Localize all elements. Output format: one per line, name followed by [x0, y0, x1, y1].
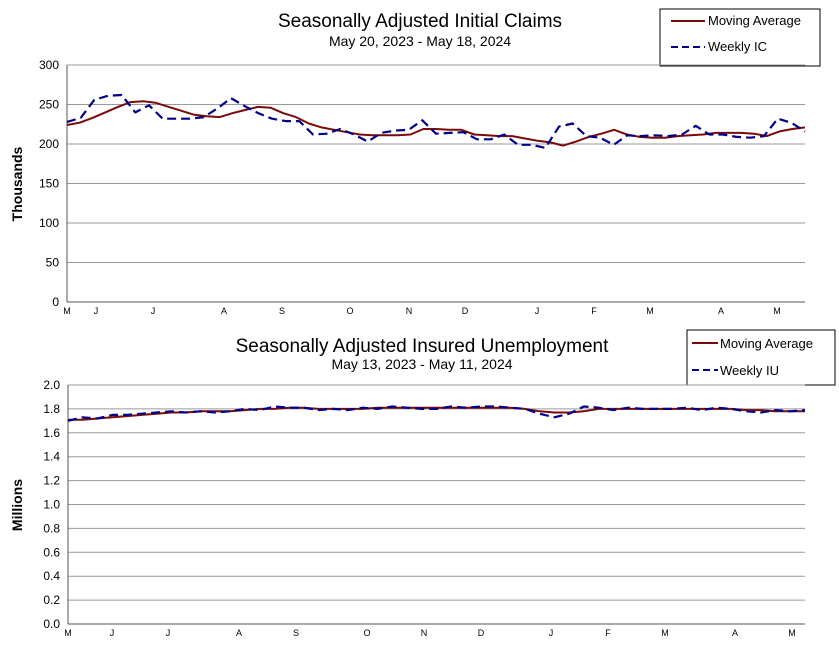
chart-title: Seasonally Adjusted Insured Unemployment [236, 336, 610, 357]
x-tick-label: S [279, 306, 285, 316]
y-tick-label: 250 [39, 98, 59, 112]
x-tick-label: M [646, 306, 654, 316]
plot-area: 0.0 0.2 0.4 0.6 0.8 1.0 1.2 1.4 1.6 1.8 2.0 M J J A S O N… [43, 378, 806, 638]
chart-subtitle: May 20, 2023 - May 18, 2024 [329, 33, 511, 49]
x-tick-label: F [605, 628, 611, 638]
x-tick-label: M [63, 306, 71, 316]
x-tick-label: M [773, 306, 781, 316]
x-tick-label: J [151, 306, 156, 316]
y-tick-label: 100 [39, 216, 59, 230]
x-tick-label: D [478, 628, 485, 638]
y-tick-label: 1.6 [43, 426, 60, 440]
y-axis-label: Thousands [9, 146, 25, 221]
series-line-weekly [67, 405, 806, 422]
x-tick-label: M [64, 628, 72, 638]
chart-subtitle: May 13, 2023 - May 11, 2024 [331, 356, 512, 372]
legend-weekly-label: Weekly IU [720, 363, 779, 378]
x-tick-label: A [221, 306, 227, 316]
x-tick-label: J [166, 628, 171, 638]
y-tick-label: 2.0 [43, 378, 60, 392]
y-tick-label: 0.4 [43, 569, 60, 583]
y-tick-label: 150 [39, 177, 59, 191]
x-tick-label: D [462, 306, 469, 316]
y-tick-label: 0.2 [43, 593, 60, 607]
x-tick-label: J [94, 306, 99, 316]
series-line-weekly [66, 93, 806, 149]
x-tick-label: M [788, 628, 796, 638]
y-axis-label: Millions [9, 479, 25, 531]
x-tick-label: O [363, 628, 370, 638]
legend-weekly-label: Weekly IC [708, 39, 767, 54]
x-tick-label: N [421, 628, 428, 638]
x-tick-label: A [718, 306, 724, 316]
plot-area: 0 50 100 150 200 250 300 M J J A S O N D J F M A M [39, 58, 806, 316]
insured-unemployment-chart: Seasonally Adjusted Insured Unemployment… [0, 325, 839, 654]
y-tick-label: 1.2 [43, 474, 60, 488]
y-tick-label: 200 [39, 137, 59, 151]
initial-claims-chart: Seasonally Adjusted Initial Claims May 2… [0, 0, 839, 322]
initial-claims-svg: Seasonally Adjusted Initial Claims May 2… [9, 8, 821, 316]
y-tick-label: 1.8 [43, 402, 60, 416]
y-tick-label: 1.0 [43, 498, 60, 512]
legend-box [659, 8, 821, 67]
insured-unemployment-svg: Seasonally Adjusted Insured Unemployment… [9, 329, 836, 638]
y-tick-label: 1.4 [43, 450, 60, 464]
y-tick-label: 0.6 [43, 545, 60, 559]
legend-moving-average-label: Moving Average [720, 336, 813, 351]
legend-box [686, 329, 836, 386]
x-tick-label: M [661, 628, 669, 638]
x-tick-label: J [549, 628, 554, 638]
x-tick-label: S [293, 628, 299, 638]
x-tick-label: J [110, 628, 115, 638]
y-tick-label: 300 [39, 58, 59, 72]
y-tick-label: 50 [46, 256, 60, 270]
y-tick-label: 0 [52, 295, 59, 309]
y-tick-label: 0.8 [43, 521, 60, 535]
x-tick-label: N [406, 306, 413, 316]
y-tick-label: 0.0 [43, 617, 60, 631]
legend-moving-average-label: Moving Average [708, 13, 801, 28]
x-tick-label: J [535, 306, 540, 316]
x-tick-label: O [346, 306, 353, 316]
x-tick-label: A [732, 628, 738, 638]
series-line-moving-average [66, 100, 806, 147]
chart-title: Seasonally Adjusted Initial Claims [278, 11, 562, 32]
x-tick-label: F [591, 306, 597, 316]
x-tick-label: A [236, 628, 242, 638]
